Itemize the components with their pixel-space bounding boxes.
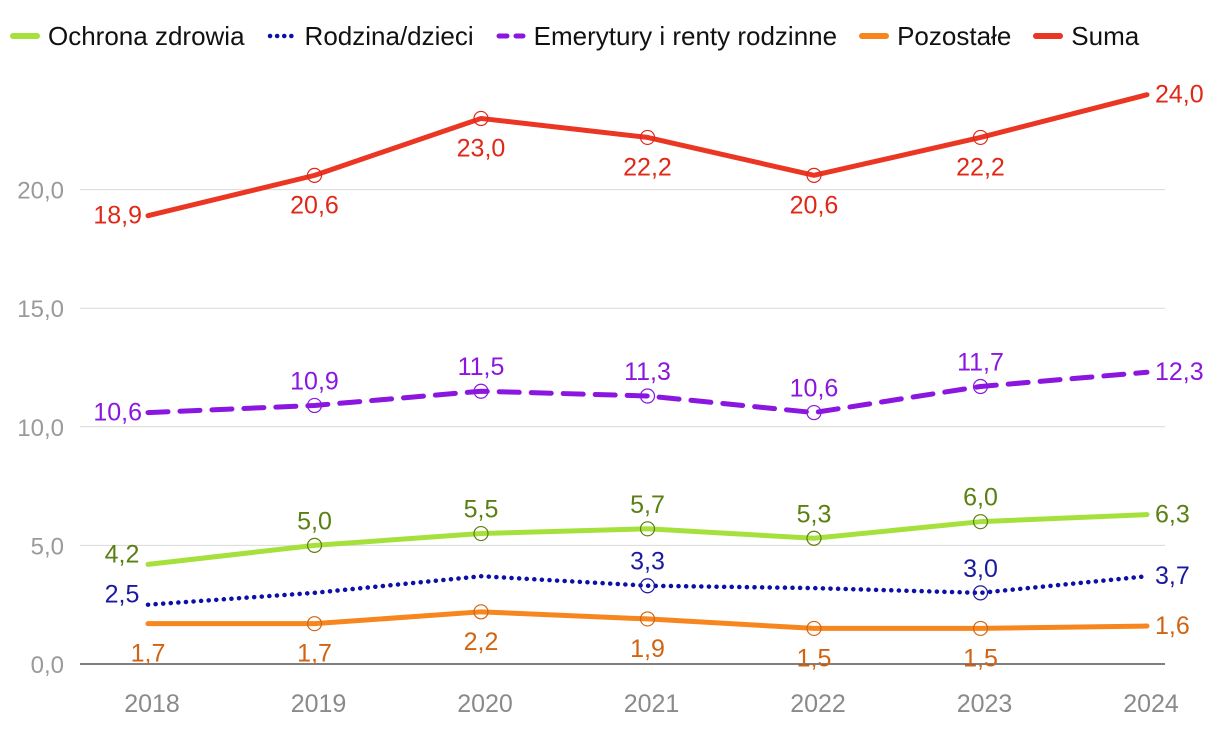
data-point-marker bbox=[806, 620, 822, 637]
data-label: 1,9 bbox=[630, 635, 665, 663]
data-label: 10,9 bbox=[290, 367, 339, 395]
series-line-rodzina-dzieci bbox=[145, 573, 1150, 607]
data-label: 5,0 bbox=[297, 507, 332, 535]
data-label: 18,9 bbox=[93, 202, 142, 230]
x-tick-label: 2020 bbox=[457, 690, 513, 718]
legend: Ochrona zdrowia Rodzina/dzieci Emerytury i… bbox=[0, 18, 1161, 54]
y-tick-label: 15,0 bbox=[17, 296, 64, 323]
data-point-marker bbox=[639, 388, 656, 404]
legend-item-emerytury-i-renty-rodzinne: Emerytury i renty rodzinne bbox=[496, 21, 837, 52]
data-point-marker bbox=[639, 129, 656, 146]
legend-swatch bbox=[267, 33, 296, 39]
data-point-marker bbox=[806, 167, 822, 183]
data-point-marker bbox=[639, 578, 656, 594]
x-tick-label: 2023 bbox=[957, 690, 1013, 718]
data-label: 1,7 bbox=[131, 640, 166, 668]
x-tick-label: 2024 bbox=[1123, 690, 1179, 718]
series-ochrona-zdrowia: 4,2 5,0 5,5 5,7 5,3 6,0 6,3 bbox=[105, 484, 1190, 569]
data-point-marker bbox=[972, 585, 989, 601]
y-tick-label: 20,0 bbox=[17, 178, 64, 205]
data-label: 4,2 bbox=[105, 540, 140, 568]
legend-item-pozosta-e: Pozostałe bbox=[859, 21, 1011, 52]
data-label: 20,6 bbox=[790, 191, 839, 219]
data-point-marker bbox=[306, 397, 323, 414]
x-tick-label: 2019 bbox=[291, 690, 347, 718]
x-tick-label: 2022 bbox=[790, 690, 846, 718]
legend-label: Rodzina/dzieci bbox=[304, 20, 474, 51]
y-tick-label: 0,0 bbox=[31, 652, 64, 679]
data-label: 24,0 bbox=[1155, 81, 1204, 109]
data-label: 22,2 bbox=[956, 153, 1005, 181]
series-pozosta-e: 1,7 1,7 2,2 1,9 1,5 1,5 1,6 bbox=[131, 604, 1190, 672]
data-label: 2,5 bbox=[105, 581, 140, 609]
legend-swatch bbox=[496, 33, 526, 39]
data-label: 5,5 bbox=[464, 496, 499, 524]
data-label: 10,6 bbox=[790, 375, 839, 403]
data-point-marker bbox=[473, 110, 489, 127]
legend-label: Suma bbox=[1071, 20, 1140, 51]
y-tick-label: 10,0 bbox=[17, 415, 64, 442]
legend-label: Pozostałe bbox=[897, 20, 1012, 51]
data-point-marker bbox=[306, 167, 323, 183]
data-label: 1,5 bbox=[963, 644, 998, 672]
y-tick-label: 5,0 bbox=[31, 533, 64, 560]
legend-item-rodzina-dzieci: Rodzina/dzieci bbox=[267, 21, 474, 52]
series-rodzina-dzieci: 2,5 3,3 3,0 3,7 bbox=[105, 548, 1190, 609]
legend-swatch bbox=[859, 33, 890, 39]
data-label: 1,7 bbox=[297, 640, 332, 668]
series-emerytury-i-renty-rodzinne: 10,6 10,9 11,5 11,3 10,6 11,7 12,3 bbox=[93, 348, 1203, 426]
x-tick-label: 2018 bbox=[124, 690, 180, 718]
data-point-marker bbox=[639, 611, 656, 627]
data-label: 12,3 bbox=[1155, 358, 1204, 386]
data-label: 3,0 bbox=[963, 555, 998, 583]
data-label: 22,2 bbox=[623, 153, 672, 181]
series-line-pozosta-e bbox=[145, 609, 1150, 631]
legend-swatch bbox=[1033, 33, 1064, 39]
legend-label: Emerytury i renty rodzinne bbox=[533, 20, 838, 51]
data-point-marker bbox=[473, 525, 489, 542]
data-label: 11,5 bbox=[458, 353, 505, 381]
data-label: 1,6 bbox=[1155, 612, 1190, 640]
data-point-marker bbox=[972, 514, 989, 530]
data-point-marker bbox=[473, 604, 489, 620]
data-point-marker bbox=[806, 530, 822, 546]
legend-swatch bbox=[10, 33, 40, 39]
data-label: 11,7 bbox=[957, 348, 1004, 376]
data-label: 3,3 bbox=[630, 548, 665, 576]
data-label: 2,2 bbox=[464, 628, 499, 656]
data-label: 6,3 bbox=[1155, 501, 1190, 529]
data-label: 1,5 bbox=[797, 644, 832, 672]
series-suma: 18,9 20,6 23,0 22,2 20,6 22,2 24,0 bbox=[93, 81, 1203, 230]
data-label: 10,6 bbox=[93, 399, 142, 427]
data-point-marker bbox=[972, 620, 989, 637]
series-line-emerytury-i-renty-rodzinne bbox=[145, 369, 1150, 416]
legend-item-ochrona-zdrowia: Ochrona zdrowia bbox=[10, 21, 245, 52]
data-label: 5,3 bbox=[797, 500, 832, 528]
legend-item-suma: Suma bbox=[1033, 21, 1139, 52]
data-point-marker bbox=[473, 383, 489, 399]
data-point-marker bbox=[306, 616, 323, 632]
data-point-marker bbox=[806, 404, 822, 421]
data-point-marker bbox=[639, 521, 656, 537]
data-label: 11,3 bbox=[624, 358, 671, 386]
series-line-suma bbox=[145, 92, 1150, 219]
data-label: 5,7 bbox=[630, 491, 665, 519]
data-label: 3,7 bbox=[1155, 562, 1190, 590]
data-label: 20,6 bbox=[290, 191, 339, 219]
data-label: 6,0 bbox=[963, 484, 998, 512]
x-tick-label: 2021 bbox=[624, 690, 680, 718]
data-point-marker bbox=[306, 537, 323, 554]
data-point-marker bbox=[972, 378, 989, 395]
data-point-marker bbox=[972, 129, 989, 146]
legend-label: Ochrona zdrowia bbox=[48, 20, 245, 51]
data-label: 23,0 bbox=[457, 134, 506, 162]
series-line-ochrona-zdrowia bbox=[145, 512, 1150, 567]
